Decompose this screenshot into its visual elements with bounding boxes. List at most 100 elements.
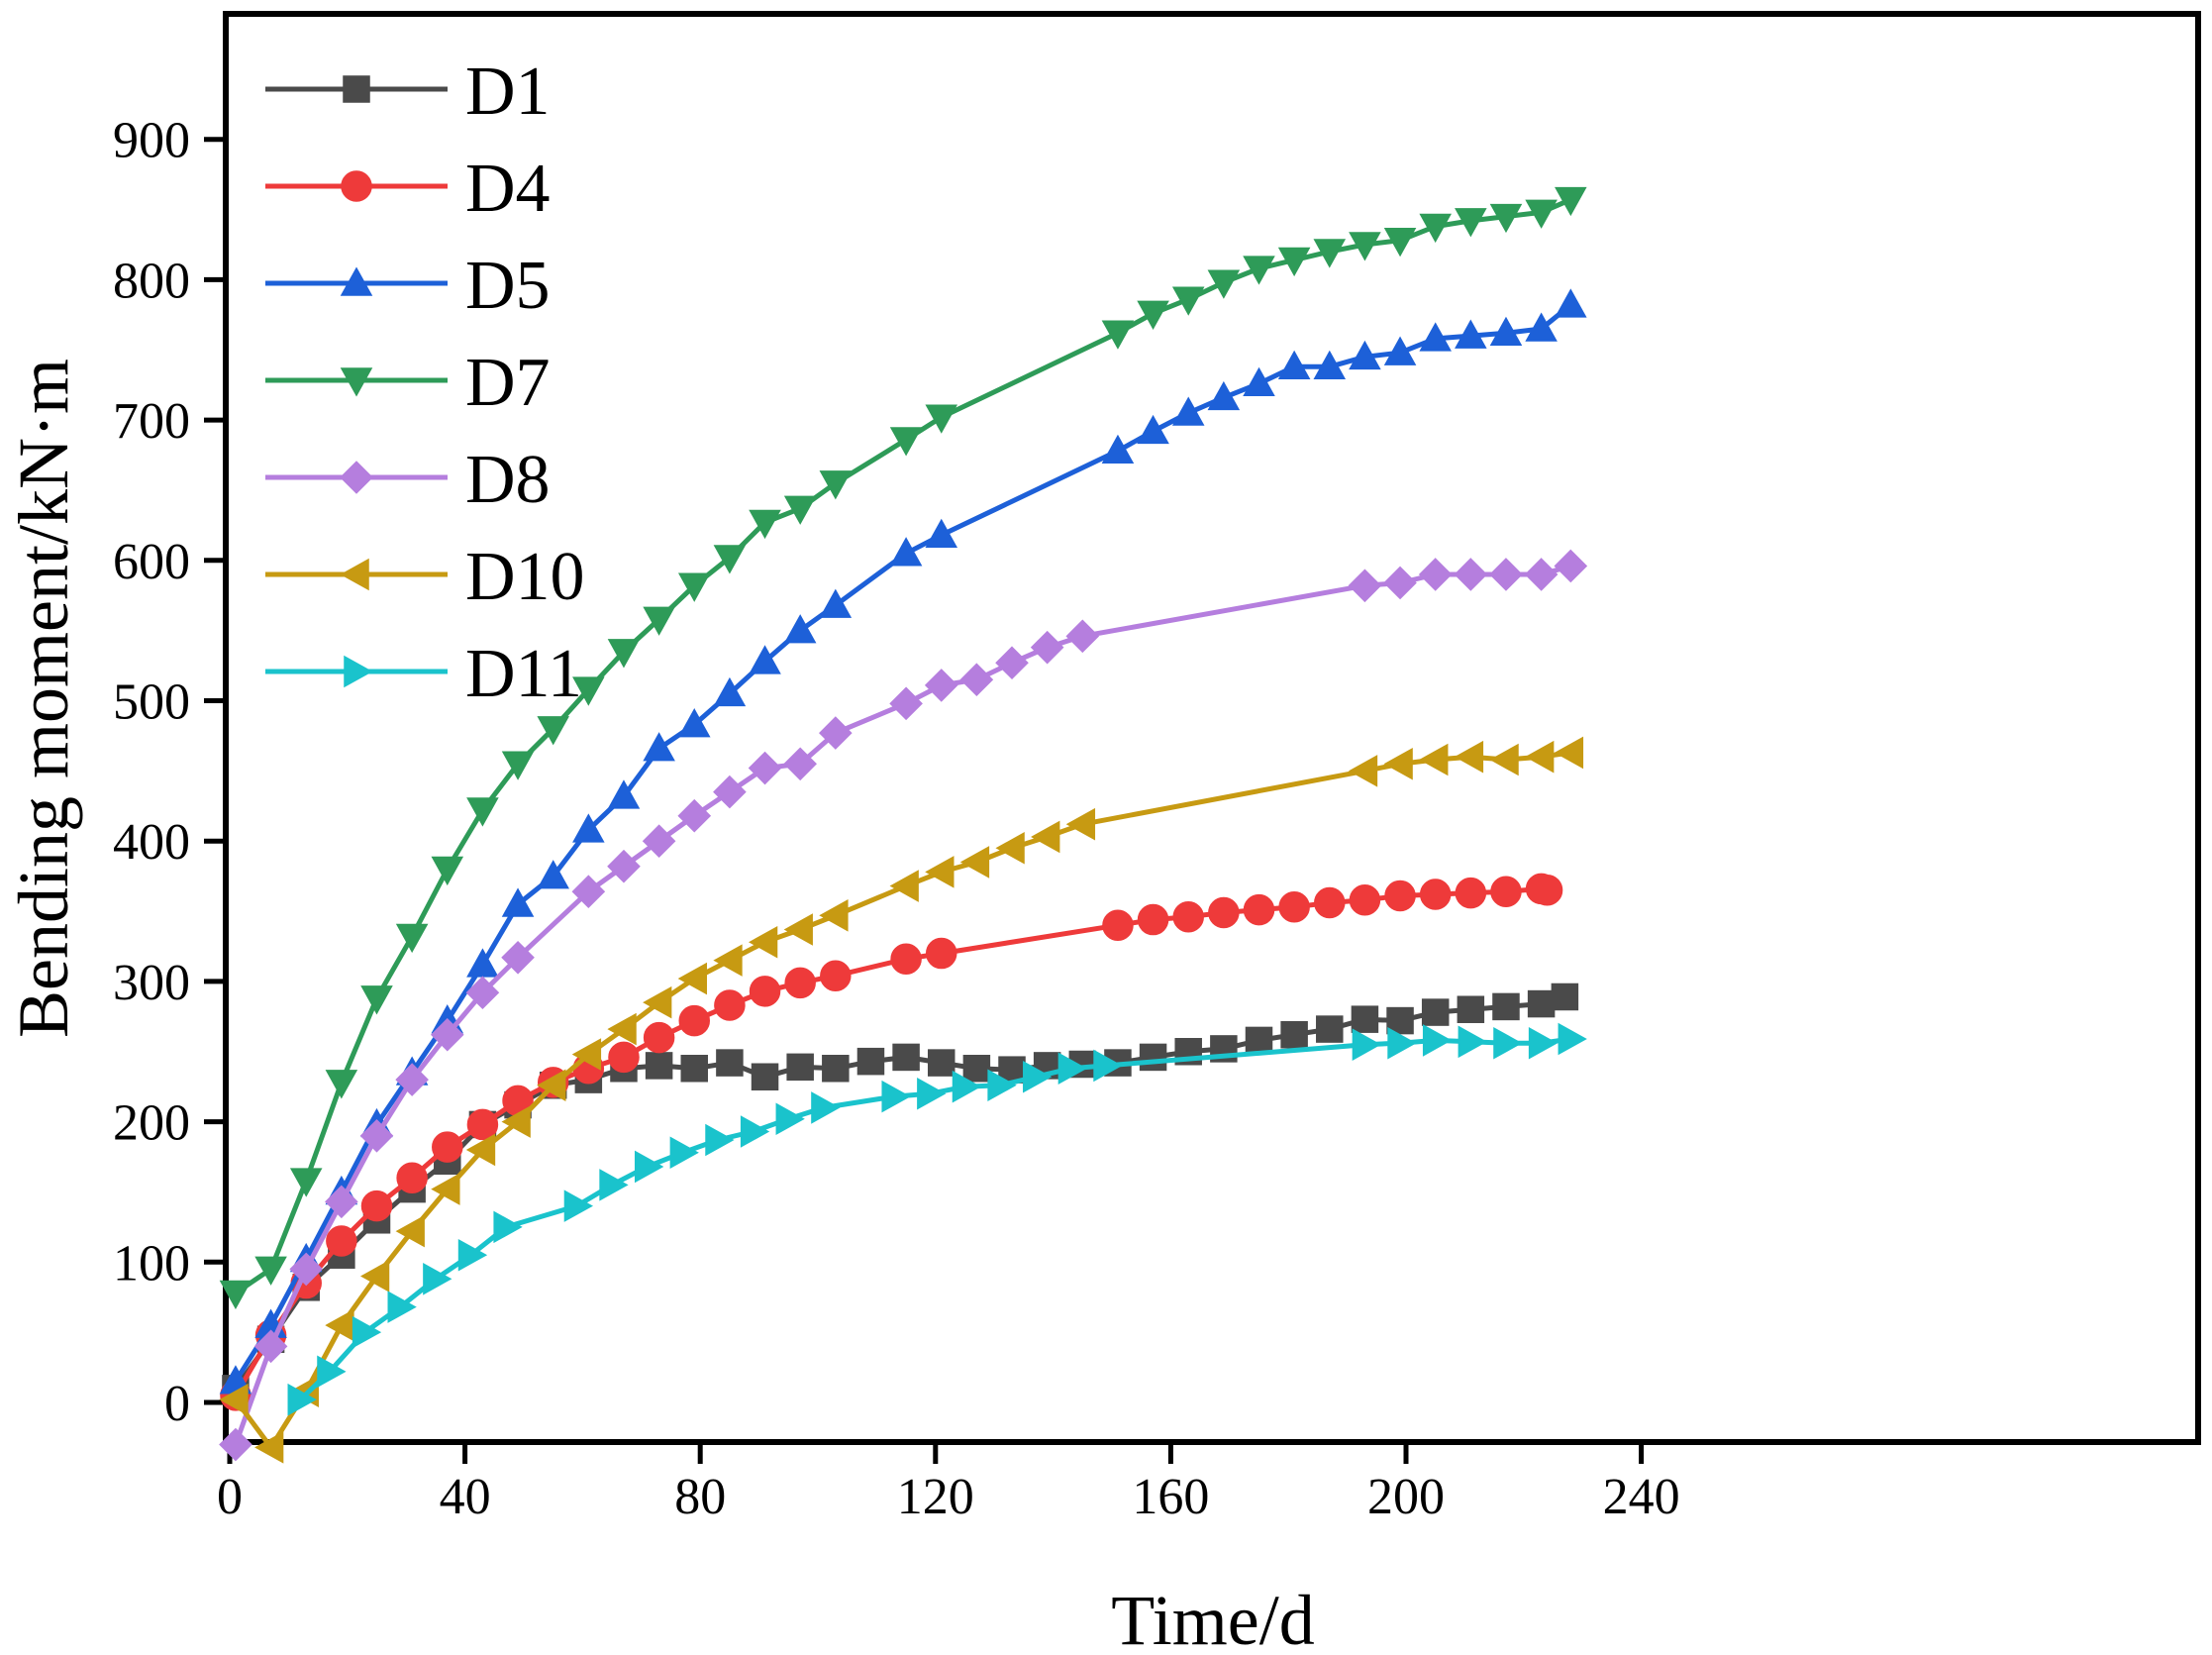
data-point-d5 [889,537,923,567]
series-line-d4 [233,885,1549,1397]
data-point-d5 [501,887,535,917]
data-point-d11 [1493,1026,1523,1060]
data-point-d4 [643,1021,675,1054]
data-point-d10 [748,925,778,959]
data-point-d4 [1455,877,1487,909]
data-point-d11 [457,1238,488,1272]
data-point-d4 [360,1190,393,1222]
data-point-d5 [749,645,781,674]
data-point-d8 [677,798,712,833]
data-point-d8 [501,941,535,975]
data-point-d4 [749,976,781,1007]
data-point-d5 [819,588,853,618]
data-point-d5 [537,860,569,889]
data-point-d1 [1421,998,1450,1026]
data-point-d4 [1208,896,1240,929]
x-tick-label: 160 [1132,1469,1209,1525]
data-point-d1 [1316,1015,1344,1043]
data-point-d1 [680,1055,709,1083]
data-point-d8 [924,669,958,702]
data-point-d11 [317,1355,347,1389]
data-point-d7 [395,923,429,954]
legend-label: D10 [465,539,585,615]
data-point-d5 [607,779,641,809]
data-point-d11 [1387,1026,1417,1060]
series-d8 [219,549,1588,1462]
data-point-d4 [1531,875,1563,906]
data-point-d8 [359,1118,394,1153]
data-point-d1 [1492,992,1520,1021]
data-point-d8 [1383,566,1417,600]
data-point-d10 [1525,740,1555,774]
data-point-d11 [917,1077,947,1110]
legend-label: D11 [465,636,582,712]
data-point-d8 [995,646,1029,680]
data-point-d10 [219,1383,249,1416]
data-point-d11 [287,1383,317,1416]
data-point-d8 [1489,558,1523,591]
data-point-d5 [466,948,499,978]
data-point-d11 [1528,1026,1558,1060]
legend-item-d1: D1 [265,53,551,130]
data-point-d8 [1554,549,1588,583]
data-point-d1 [1139,1043,1167,1072]
legend-label: D7 [465,345,551,421]
x-tick-label: 80 [674,1469,726,1525]
data-point-d5 [1171,396,1205,426]
data-point-d1 [716,1049,744,1077]
data-point-d5 [1277,350,1311,380]
data-point-d11 [599,1169,629,1201]
data-point-d10 [959,846,990,879]
data-point-d10 [1065,807,1096,841]
data-point-d4 [396,1162,428,1194]
data-point-d7 [1455,208,1487,238]
data-point-d7 [572,676,605,706]
data-point-d11 [423,1263,452,1295]
data-point-d5 [572,813,605,843]
data-point-d5 [1137,414,1169,445]
data-point-d5 [1101,434,1135,465]
legend: D1 D4 D5 D7 D8 D10 D11 [265,53,585,712]
data-point-d10 [925,856,955,888]
legend-item-d8: D8 [265,442,551,518]
data-point-d8 [1030,630,1064,665]
data-point-d1 [927,1049,955,1077]
data-point-d7 [783,495,817,525]
data-point-d5 [1383,336,1417,365]
data-point-d5 [1489,316,1523,346]
data-point-d10 [677,962,708,995]
data-point-d4 [1384,879,1416,912]
series-line-d7 [234,197,1572,1295]
data-point-d4 [608,1041,640,1074]
series-layer [219,186,1588,1464]
data-point-d7 [501,751,535,780]
data-point-d4 [1314,886,1346,919]
data-point-d8 [325,1185,358,1219]
data-point-d4 [432,1131,463,1163]
data-point-d10 [607,1012,637,1046]
data-point-d7 [1101,320,1135,350]
y-tick-label: 100 [113,1235,190,1292]
data-point-d8 [465,976,500,1010]
data-point-d8 [430,1017,464,1052]
data-point-d7 [1277,247,1311,277]
data-point-d5 [783,614,817,644]
data-point-d10 [501,1105,531,1138]
data-point-d7 [254,1256,287,1286]
data-point-d1 [1527,989,1556,1018]
y-tick-label: 900 [113,113,190,169]
data-point-d11 [1093,1049,1123,1083]
y-tick-label: 400 [113,814,190,871]
data-point-d10 [571,1038,602,1071]
data-point-d7 [1383,227,1417,258]
data-point-d8 [748,751,782,785]
data-point-d11 [493,1210,523,1244]
data-point-d4 [1137,903,1169,936]
data-point-d8 [783,747,817,781]
data-point-d11 [881,1080,911,1113]
data-point-d8 [219,1427,252,1462]
data-point-d4 [820,960,852,991]
data-point-d1 [786,1053,814,1082]
legend-label: D8 [465,442,551,518]
